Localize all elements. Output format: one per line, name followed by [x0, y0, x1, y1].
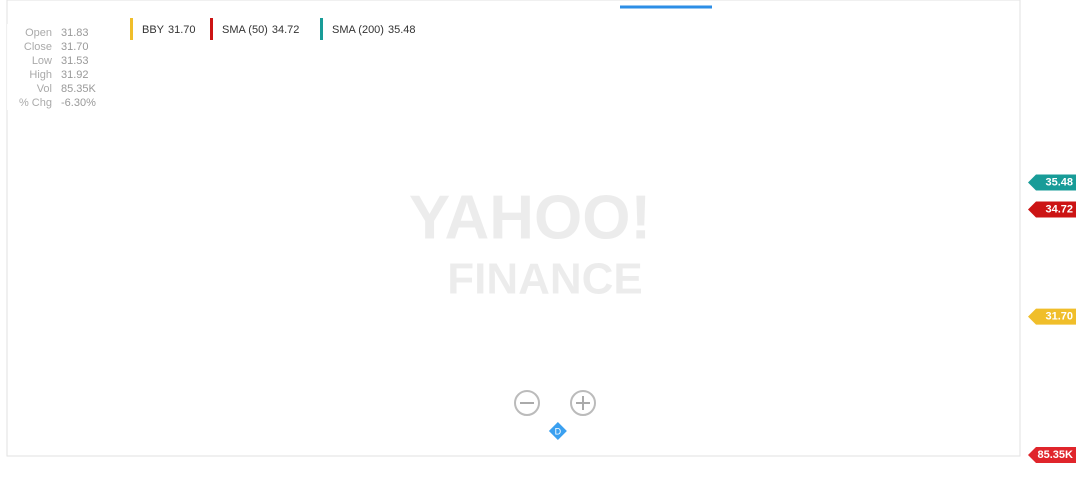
legend-label: SMA (50) 34.72 [222, 24, 299, 36]
badge-shape [1028, 308, 1076, 325]
info-background [7, 24, 102, 110]
info-label: % Chg [19, 97, 52, 109]
badges: 31.70 34.72 35.48 85.35K [1028, 174, 1076, 463]
events: D [548, 422, 567, 440]
legend-value: 35.48 [388, 24, 416, 36]
price-badge: 35.48 [1028, 174, 1076, 191]
event-marker [548, 422, 567, 440]
legend: BBY 31.70 SMA (50) 34.72 SMA (200) 35.48 [130, 18, 416, 40]
legend-name: SMA (50) [222, 24, 268, 36]
zoom-in[interactable] [570, 390, 596, 416]
badge-shape [1028, 201, 1076, 218]
info-label: Vol [37, 83, 52, 95]
badge-shape [1028, 174, 1076, 191]
badge-shape [1028, 447, 1076, 463]
watermark: FINANCE [447, 255, 643, 304]
info-label: High [29, 69, 52, 81]
info-value: 85.35K [61, 83, 97, 95]
legend-swatch [210, 18, 213, 40]
badge-label: 34.72 [1045, 203, 1073, 215]
info-value: 31.70 [61, 41, 89, 53]
legend-name: SMA (200) [332, 24, 384, 36]
legend-value: 34.72 [272, 24, 300, 36]
price-badge: 34.72 [1028, 201, 1076, 218]
legend-name: BBY [142, 24, 165, 36]
badge-label: 85.35K [1038, 449, 1074, 461]
watermark: YAHOO! [409, 183, 651, 252]
info-value: 31.92 [61, 69, 89, 81]
legend-label: BBY 31.70 [142, 24, 196, 36]
info-label: Low [32, 55, 52, 67]
badge-label: 35.48 [1045, 176, 1073, 188]
legend-swatch [130, 18, 133, 40]
info-label: Close [24, 41, 52, 53]
badge-label: 31.70 [1045, 311, 1073, 323]
info-value: 31.83 [61, 27, 89, 39]
event-label: D [555, 426, 562, 436]
legend-label: SMA (200) 35.48 [332, 24, 416, 36]
info-box: Open 31.83 Close 31.70 Low 31.53 High 31.92 Vol 8… [7, 24, 102, 110]
zoom-out[interactable] [514, 390, 540, 416]
info-value: -6.30% [61, 97, 96, 109]
info-label: Open [25, 27, 52, 39]
legend-value: 31.70 [168, 24, 196, 36]
legend-swatch [320, 18, 323, 40]
info-value: 31.53 [61, 55, 89, 67]
plot-frame [6, 0, 1021, 457]
price-badge: 31.70 [1028, 308, 1076, 325]
